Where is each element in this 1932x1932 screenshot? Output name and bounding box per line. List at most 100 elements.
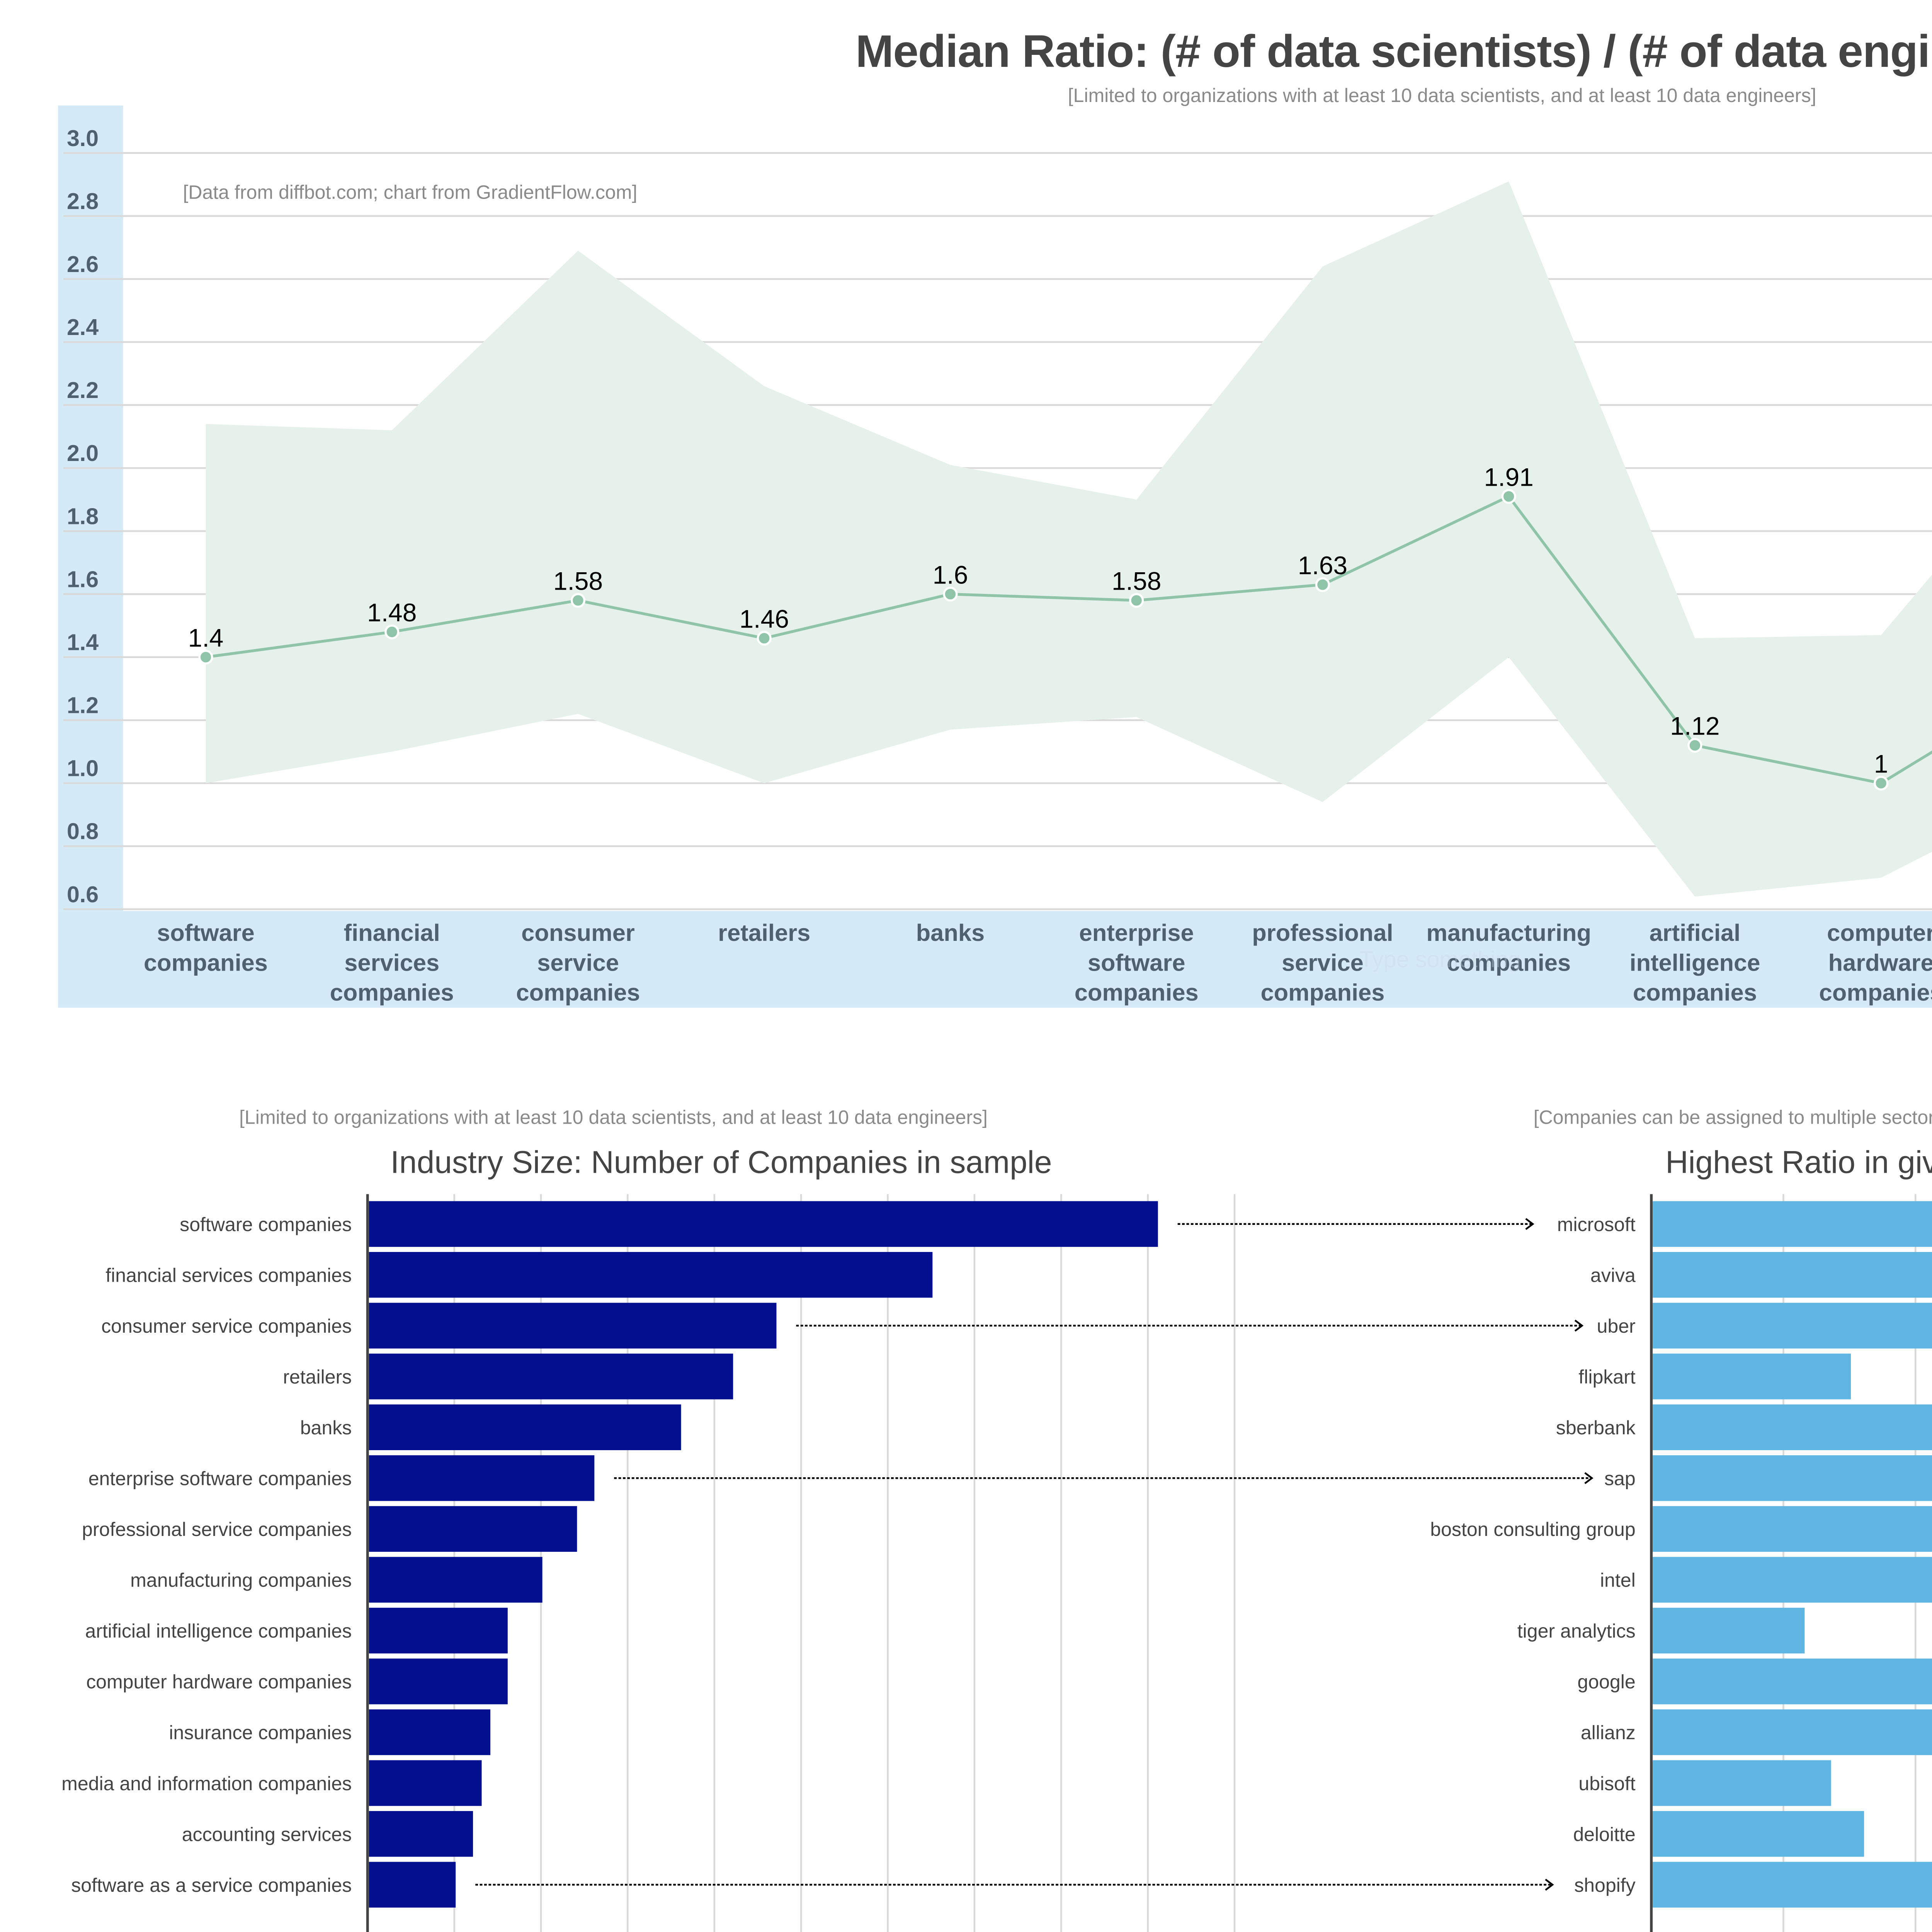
y-tick-labels: 3.0 2.8 2.6 2.4 2.2 2.0 1.8 1.6 1.4 1.2 1.0 0.8 0.6 [67,125,99,907]
industry-size-title: Industry Size: Number of Companies in sa… [390,1145,1052,1180]
point-label: 1.12 [1670,712,1719,740]
bar [1653,1862,1932,1908]
arrowhead-icon [1584,1472,1594,1484]
y-tick-label: 2.0 [67,440,99,466]
point-label: 1.58 [1112,567,1161,595]
point-label: 1.48 [367,598,417,627]
x-tick-label-line: software [1088,949,1185,976]
y-tick-label: 1.0 [67,755,99,781]
category-label: manufacturing companies [130,1570,352,1591]
point-label: 1.63 [1298,551,1347,580]
source-annotation: [Data from diffbot.com; chart from Gradi… [183,183,638,204]
x-tick-label: enterprise software companies [1075,920,1199,1006]
bar [1653,1201,1932,1247]
x-tick-label: consumer service companies [516,920,640,1006]
category-label: media and information companies [61,1773,352,1794]
median-marker [570,593,586,608]
category-label: ubisoft [1578,1773,1636,1794]
bar [369,1404,681,1451]
x-tick-label: banks [916,920,985,946]
bar [369,1862,456,1908]
arrowhead-icon [1525,1218,1534,1230]
category-label: sberbank [1556,1417,1636,1439]
bar [1653,1252,1932,1298]
text-placeholder[interactable]: Type something [1359,946,1521,973]
category-label: google [1577,1671,1635,1693]
x-tick-label: financial services companies [330,920,454,1006]
category-label: accounting services [182,1823,352,1845]
x-tick-label-line: service [1282,949,1364,976]
x-tick-label-line: intelligence [1629,949,1760,976]
bar [1653,1506,1932,1552]
category-label: allianz [1581,1722,1636,1743]
right-bars [1653,1201,1932,1908]
bar [369,1760,482,1806]
x-tick-label-line: financial [344,920,440,946]
bar [1653,1557,1932,1603]
x-tick-label: artificial intelligence companies [1629,920,1760,1006]
bar [369,1201,1158,1247]
x-tick-label-line: software [157,920,255,946]
bar [1653,1354,1851,1400]
median-line-segment [206,630,392,659]
y-tick-label: 3.0 [67,125,99,151]
x-tick-label-line: computer [1827,920,1932,946]
bar [369,1506,577,1552]
x-tick-label-line: artificial [1650,920,1741,946]
bar [1653,1303,1932,1349]
category-label: sap [1604,1468,1636,1490]
x-tick-label: computer hardware companies [1819,920,1932,1006]
left-category-labels: software companies financial services com… [61,1214,352,1896]
bar-charts: software companies financial services com… [61,1194,1932,1932]
category-label: microsoft [1557,1214,1636,1235]
median-marker [943,587,958,602]
x-tick-labels: software companies financial services compan… [144,920,1932,1006]
bar [369,1455,595,1501]
bar [1653,1455,1932,1501]
x-tick-label-line: companies [1447,949,1571,976]
x-tick-label-line: hardware [1828,949,1932,976]
bar [1653,1811,1864,1857]
bar [369,1557,543,1603]
category-label: consumer service companies [101,1315,352,1337]
bar [1653,1404,1932,1451]
category-label: banks [300,1417,352,1439]
x-tick-label-line: service [537,949,619,976]
y-tick-label: 0.8 [67,818,99,844]
median-marker [198,650,213,665]
median-markers [198,489,1889,791]
category-label: aviva [1590,1264,1636,1286]
y-tick-label: 1.4 [67,629,99,655]
median-line-segment [1694,744,1881,785]
category-label: enterprise software companies [88,1468,352,1490]
median-line-segment [1136,583,1323,602]
point-label: 1.46 [739,604,789,633]
category-label: deloitte [1573,1823,1635,1845]
right-category-labels: microsoft aviva uber flipkart sberbank sap bos… [1430,1214,1636,1896]
median-line-segment [1322,495,1510,586]
category-label: shopify [1574,1874,1636,1896]
category-label: uber [1597,1315,1636,1337]
median-marker [1129,593,1144,608]
category-label: software companies [180,1214,352,1235]
y-tick-label: 2.2 [67,377,99,403]
median-ratio-line-chart: 3.02.82.62.42.22.01.81.61.41.21.00.80.6 … [58,105,1932,1008]
range-band-area [206,181,1932,897]
category-label: flipkart [1578,1366,1635,1388]
bar [1653,1709,1932,1755]
median-marker [384,624,400,639]
bar [369,1658,508,1704]
bar [1653,1658,1932,1704]
y-axis-band [58,105,1932,1008]
category-label: boston consulting group [1430,1519,1635,1540]
median-marker [1315,577,1330,592]
median-line-segment [391,599,578,634]
point-label: 1 [1874,750,1888,778]
y-tick-label: 1.2 [67,692,99,718]
category-label: insurance companies [169,1722,352,1743]
top-chart-title: Median Ratio: (# of data scientists) / (… [855,24,1932,78]
x-tick-label-line: companies [1819,980,1932,1006]
x-tick-label-line: banks [916,920,985,946]
bar [369,1607,508,1654]
bar [1653,1607,1805,1654]
